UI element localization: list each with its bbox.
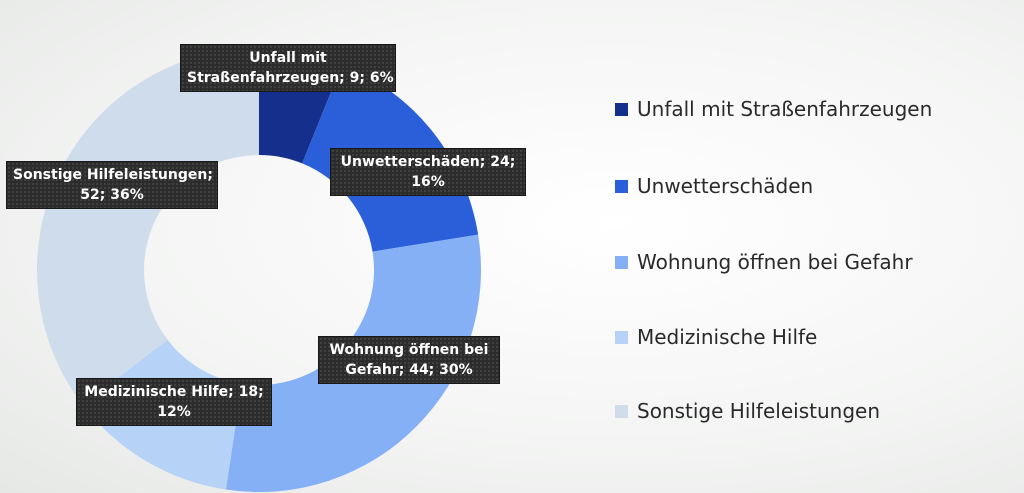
legend-swatch bbox=[615, 102, 628, 116]
legend-item-medizinisch[interactable]: Medizinische Hilfe bbox=[615, 322, 975, 352]
data-label-line1: Sonstige Hilfeleistungen; bbox=[13, 167, 213, 183]
data-label-unfall: Unfall mit Straßenfahrzeugen; 9; 6% bbox=[180, 44, 396, 92]
data-label-line1: Unfall mit bbox=[249, 50, 327, 66]
legend-item-unwetter[interactable]: Unwetterschäden bbox=[615, 171, 975, 201]
data-label-sonstige: Sonstige Hilfeleistungen; 52; 36% bbox=[6, 161, 218, 209]
legend-label: Wohnung öffnen bei Gefahr bbox=[637, 250, 913, 274]
data-label-line1: Unwetterschäden; 24; bbox=[340, 154, 516, 170]
legend-item-wohnung[interactable]: Wohnung öffnen bei Gefahr bbox=[615, 247, 975, 277]
data-label-line1: Wohnung öffnen bei bbox=[329, 342, 489, 358]
legend-swatch bbox=[615, 179, 628, 193]
slice-sonstige[interactable] bbox=[37, 48, 259, 405]
data-label-line2: 16% bbox=[411, 174, 445, 190]
legend-item-unfall[interactable]: Unfall mit Straßenfahrzeugen bbox=[615, 94, 975, 124]
data-label-line1: Medizinische Hilfe; 18; bbox=[84, 384, 264, 400]
legend-item-sonstige[interactable]: Sonstige Hilfeleistungen bbox=[615, 396, 975, 426]
legend-label: Unfall mit Straßenfahrzeugen bbox=[637, 97, 933, 121]
data-label-medizinisch: Medizinische Hilfe; 18; 12% bbox=[76, 378, 272, 426]
data-label-line2: 12% bbox=[157, 404, 191, 420]
data-label-wohnung: Wohnung öffnen bei Gefahr; 44; 30% bbox=[318, 336, 500, 384]
data-label-line2: 52; 36% bbox=[80, 187, 144, 203]
legend-swatch bbox=[615, 404, 628, 418]
legend-label: Sonstige Hilfeleistungen bbox=[637, 399, 880, 423]
data-label-line2: Straßenfahrzeugen; 9; 6% bbox=[187, 70, 394, 86]
legend-label: Unwetterschäden bbox=[637, 174, 814, 198]
data-label-unwetter: Unwetterschäden; 24; 16% bbox=[330, 148, 526, 196]
legend-label: Medizinische Hilfe bbox=[637, 325, 818, 349]
legend-swatch bbox=[615, 330, 628, 344]
data-label-line2: Gefahr; 44; 30% bbox=[345, 362, 473, 378]
legend-swatch bbox=[615, 255, 628, 269]
